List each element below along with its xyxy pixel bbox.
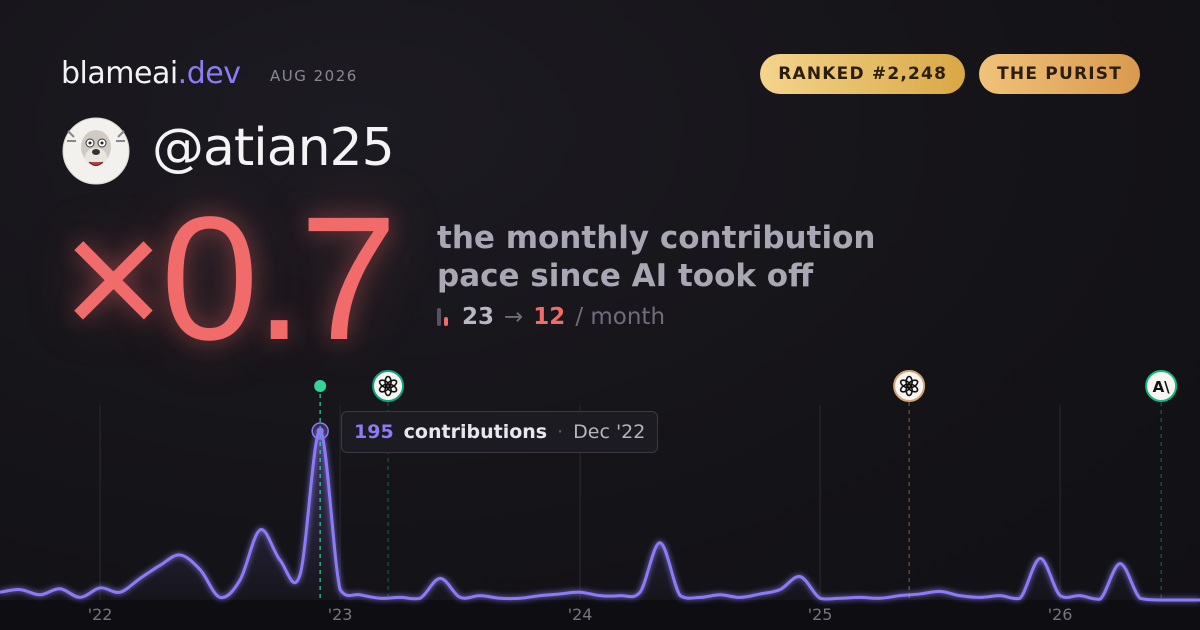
pace-unit: / month: [575, 304, 666, 330]
event-icon-bg: [893, 370, 926, 402]
x-tick-label: '25: [808, 605, 833, 624]
openai-petal: [378, 379, 391, 389]
handle: @atian25: [152, 118, 395, 178]
line: [0, 429, 1200, 602]
tooltip: 195 contributions · Dec '22: [341, 411, 659, 453]
brand-suffix: .dev: [177, 56, 241, 91]
badges: RANKED #2,248 THE PURIST: [760, 54, 1140, 94]
x-tick-label: '24: [568, 605, 593, 624]
pace-icon: [437, 308, 448, 326]
line-area: [0, 430, 1200, 600]
date: AUG 2026: [270, 67, 358, 85]
pace-description: the monthly contribution pace since AI t…: [437, 220, 876, 294]
highlight-point: [316, 427, 324, 435]
x-tick-label: '23: [328, 605, 353, 624]
pace-arrow: →: [504, 304, 524, 330]
avatar: [62, 117, 130, 185]
event-icon-bg: [372, 370, 405, 402]
rank-badge: RANKED #2,248: [760, 54, 966, 94]
persona-badge: THE PURIST: [979, 54, 1140, 94]
x-tick-label: '22: [88, 605, 113, 624]
axis-strip: [0, 600, 1200, 630]
event-icon: [372, 370, 405, 402]
pace-after: 12: [533, 304, 566, 330]
event-icon: [893, 370, 926, 402]
tooltip-date: Dec '22: [573, 421, 646, 443]
brand-name: blameai: [61, 56, 178, 91]
x-tick-label: '26: [1048, 605, 1073, 624]
event-icon-bg: [1145, 370, 1178, 402]
brand: blameai.dev: [61, 56, 241, 91]
pace-multiplier: ×0.7: [62, 181, 397, 377]
tooltip-series: contributions: [403, 421, 548, 443]
event-icon: A\: [1145, 370, 1178, 402]
tooltip-value: 195: [354, 421, 394, 443]
pace-before: 23: [462, 304, 495, 330]
pace-detail: 23 → 12 / month: [437, 304, 665, 330]
openai-petal: [899, 379, 912, 389]
event-icon-label: A\: [1153, 378, 1171, 396]
event-dot: [314, 380, 327, 392]
tooltip-separator: ·: [557, 421, 564, 443]
